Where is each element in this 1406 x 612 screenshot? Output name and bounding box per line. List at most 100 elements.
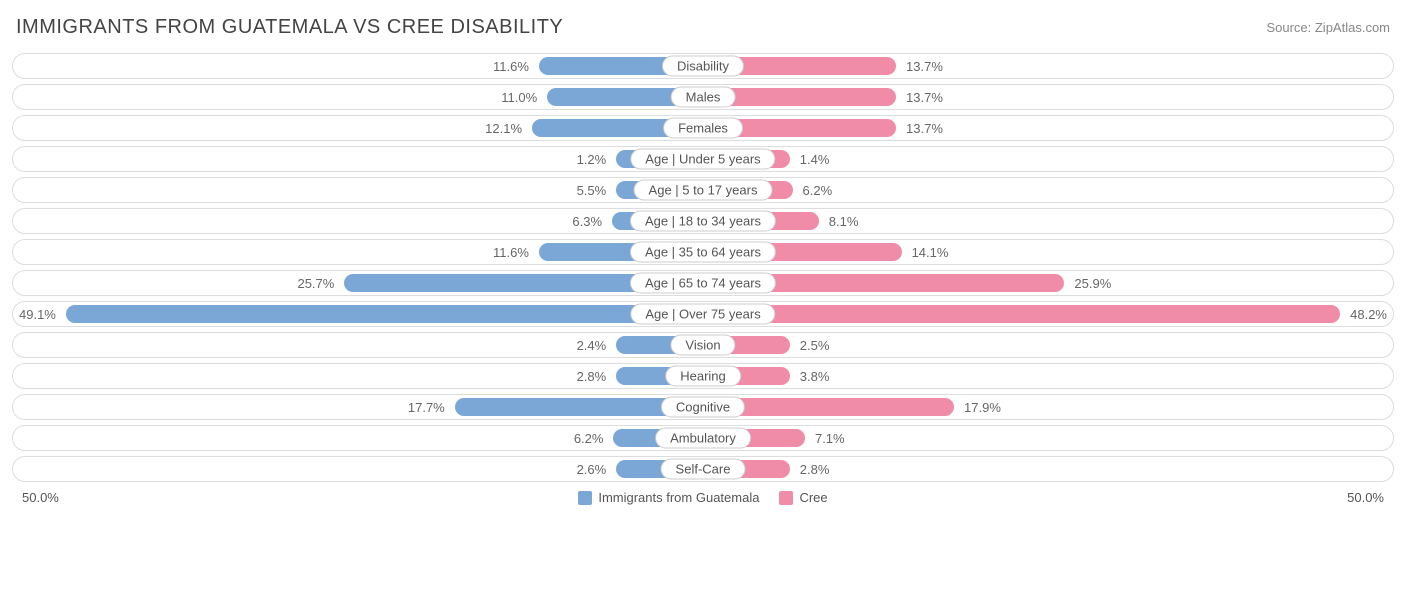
row-left-half: 49.1% (13, 302, 703, 326)
left-value-label: 2.4% (571, 338, 613, 353)
right-value-label: 2.5% (794, 338, 836, 353)
category-label: Females (663, 118, 743, 139)
chart-row: 6.3% 8.1% Age | 18 to 34 years (12, 208, 1394, 234)
category-label: Cognitive (661, 397, 745, 418)
left-value-label: 2.6% (571, 462, 613, 477)
left-value-label: 25.7% (291, 276, 340, 291)
chart-row: 49.1% 48.2% Age | Over 75 years (12, 301, 1394, 327)
left-value-label: 11.6% (487, 245, 535, 260)
chart-rows: 11.6% 13.7% Disability 11.0% 13.7% Males 12.1%… (12, 53, 1394, 482)
chart-row: 1.2% 1.4% Age | Under 5 years (12, 146, 1394, 172)
row-right-half: 6.2% (703, 178, 1393, 202)
left-value-label: 5.5% (571, 183, 613, 198)
row-right-half: 25.9% (703, 271, 1393, 295)
left-value-label: 6.2% (568, 431, 610, 446)
legend-item-left: Immigrants from Guatemala (578, 490, 759, 505)
row-right-half: 2.8% (703, 457, 1393, 481)
chart-row: 2.4% 2.5% Vision (12, 332, 1394, 358)
right-value-label: 8.1% (823, 214, 865, 229)
right-value-label: 7.1% (809, 431, 851, 446)
left-value-label: 11.0% (495, 90, 543, 105)
chart-row: 11.0% 13.7% Males (12, 84, 1394, 110)
chart-header: IMMIGRANTS FROM GUATEMALA VS CREE DISABI… (12, 10, 1394, 53)
category-label: Males (671, 87, 736, 108)
category-label: Hearing (665, 366, 741, 387)
row-left-half: 11.6% (13, 240, 703, 264)
row-right-half: 1.4% (703, 147, 1393, 171)
row-right-half: 13.7% (703, 116, 1393, 140)
category-label: Age | Over 75 years (630, 304, 775, 325)
row-right-half: 3.8% (703, 364, 1393, 388)
left-bar (66, 305, 699, 323)
row-left-half: 6.3% (13, 209, 703, 233)
left-value-label: 17.7% (402, 400, 451, 415)
chart-row: 11.6% 14.1% Age | 35 to 64 years (12, 239, 1394, 265)
right-value-label: 2.8% (794, 462, 836, 477)
legend-label-left: Immigrants from Guatemala (598, 490, 759, 505)
right-value-label: 13.7% (900, 90, 949, 105)
axis-left-label: 50.0% (12, 490, 92, 505)
chart-title: IMMIGRANTS FROM GUATEMALA VS CREE DISABI… (16, 16, 563, 39)
left-value-label: 2.8% (571, 369, 613, 384)
legend-item-right: Cree (779, 490, 827, 505)
right-bar (707, 305, 1340, 323)
row-right-half: 13.7% (703, 54, 1393, 78)
chart-footer: 50.0% Immigrants from Guatemala Cree 50.… (12, 482, 1394, 505)
legend-swatch-left (578, 491, 592, 505)
category-label: Disability (662, 56, 744, 77)
chart-row: 6.2% 7.1% Ambulatory (12, 425, 1394, 451)
chart-row: 2.8% 3.8% Hearing (12, 363, 1394, 389)
row-left-half: 25.7% (13, 271, 703, 295)
category-label: Age | Under 5 years (630, 149, 775, 170)
chart-row: 11.6% 13.7% Disability (12, 53, 1394, 79)
row-left-half: 2.8% (13, 364, 703, 388)
right-bar (707, 88, 896, 106)
left-value-label: 6.3% (566, 214, 608, 229)
row-left-half: 6.2% (13, 426, 703, 450)
row-left-half: 11.6% (13, 54, 703, 78)
chart-row: 17.7% 17.9% Cognitive (12, 394, 1394, 420)
category-label: Age | 18 to 34 years (630, 211, 776, 232)
row-right-half: 17.9% (703, 395, 1393, 419)
axis-right-label: 50.0% (1314, 490, 1394, 505)
chart-source: Source: ZipAtlas.com (1266, 20, 1390, 35)
category-label: Age | 35 to 64 years (630, 242, 776, 263)
category-label: Age | 5 to 17 years (634, 180, 773, 201)
row-right-half: 13.7% (703, 85, 1393, 109)
right-value-label: 13.7% (900, 59, 949, 74)
category-label: Vision (670, 335, 735, 356)
right-value-label: 6.2% (797, 183, 839, 198)
legend-swatch-right (779, 491, 793, 505)
chart-row: 12.1% 13.7% Females (12, 115, 1394, 141)
row-right-half: 48.2% (703, 302, 1393, 326)
row-right-half: 8.1% (703, 209, 1393, 233)
row-right-half: 2.5% (703, 333, 1393, 357)
chart-legend: Immigrants from Guatemala Cree (92, 490, 1314, 505)
chart-container: IMMIGRANTS FROM GUATEMALA VS CREE DISABI… (0, 0, 1406, 515)
left-value-label: 12.1% (479, 121, 528, 136)
category-label: Ambulatory (655, 428, 751, 449)
row-right-half: 14.1% (703, 240, 1393, 264)
chart-row: 5.5% 6.2% Age | 5 to 17 years (12, 177, 1394, 203)
row-left-half: 17.7% (13, 395, 703, 419)
category-label: Age | 65 to 74 years (630, 273, 776, 294)
row-left-half: 2.4% (13, 333, 703, 357)
category-label: Self-Care (661, 459, 746, 480)
row-right-half: 7.1% (703, 426, 1393, 450)
chart-row: 2.6% 2.8% Self-Care (12, 456, 1394, 482)
row-left-half: 12.1% (13, 116, 703, 140)
right-value-label: 17.9% (958, 400, 1007, 415)
row-left-half: 5.5% (13, 178, 703, 202)
right-value-label: 25.9% (1068, 276, 1117, 291)
right-value-label: 14.1% (906, 245, 955, 260)
legend-label-right: Cree (799, 490, 827, 505)
row-left-half: 11.0% (13, 85, 703, 109)
right-value-label: 1.4% (794, 152, 836, 167)
right-value-label: 3.8% (794, 369, 836, 384)
left-value-label: 11.6% (487, 59, 535, 74)
right-value-label: 13.7% (900, 121, 949, 136)
left-value-label: 1.2% (571, 152, 613, 167)
chart-row: 25.7% 25.9% Age | 65 to 74 years (12, 270, 1394, 296)
row-left-half: 2.6% (13, 457, 703, 481)
right-value-label: 48.2% (1344, 307, 1393, 322)
